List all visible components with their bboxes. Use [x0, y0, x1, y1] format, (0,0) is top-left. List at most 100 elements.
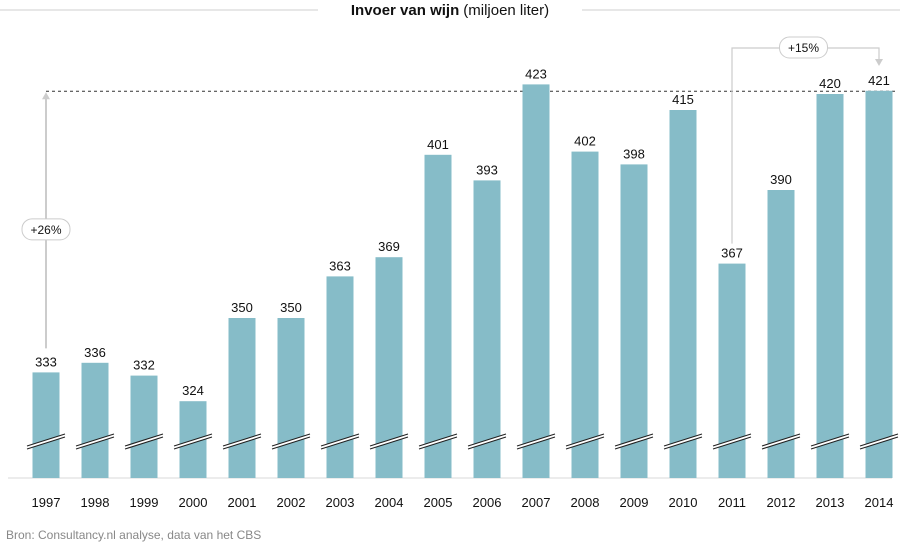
x-tick-label: 2013: [816, 495, 845, 510]
axis-break-gap: [27, 434, 65, 449]
axis-break-mark: [467, 433, 507, 447]
bar-group: 367 2011: [712, 246, 752, 510]
bar-value-label: 420: [819, 76, 841, 91]
axis-break-mark: [369, 433, 409, 447]
bar-group: 363 2003: [320, 258, 360, 510]
bar-value-label: 398: [623, 146, 645, 161]
axis-break-mark: [418, 436, 458, 450]
bar: [522, 84, 550, 479]
bar-group: 324 2000: [173, 383, 213, 510]
axis-break-mark: [712, 436, 752, 450]
axis-break-mark: [320, 436, 360, 450]
bar-group: 369 2004: [369, 239, 409, 510]
x-tick-label: 2000: [179, 495, 208, 510]
bar-group: 393 2006: [467, 162, 507, 510]
bar: [228, 318, 256, 478]
x-tick-label: 2009: [620, 495, 649, 510]
axis-break-gap: [713, 434, 751, 449]
bar: [277, 318, 305, 478]
growth-label: +15%: [788, 41, 819, 55]
bar-group: 333 1997: [26, 354, 66, 510]
axis-break-mark: [222, 433, 262, 447]
axis-break-mark: [271, 436, 311, 450]
bar-value-label: 324: [182, 383, 204, 398]
axis-break-mark: [222, 436, 262, 450]
bars-layer: 333 1997 336 1998 332 1999 324 2000 350 2001 350 20…: [26, 66, 899, 510]
axis-break-mark: [26, 433, 66, 447]
bar-group: 401 2005: [418, 137, 458, 510]
chart-title-unit: (miljoen liter): [463, 2, 549, 19]
axis-break-mark: [418, 433, 458, 447]
axis-break-mark: [320, 433, 360, 447]
axis-break-mark: [565, 433, 605, 447]
bar-value-label: 421: [868, 73, 890, 88]
axis-break-gap: [223, 434, 261, 449]
x-tick-label: 2001: [228, 495, 257, 510]
growth-label: +26%: [30, 223, 61, 237]
axis-break-mark: [124, 433, 164, 447]
annotation-layer: +26% +15%: [21, 36, 897, 349]
bar-group: 336 1998: [75, 345, 115, 510]
bar: [130, 375, 158, 478]
x-tick-label: 2005: [424, 495, 453, 510]
growth-label-pill: [21, 218, 71, 241]
axis-break-gap: [370, 434, 408, 449]
x-tick-label: 1997: [32, 495, 61, 510]
axis-break-mark: [75, 433, 115, 447]
x-tick-label: 2006: [473, 495, 502, 510]
bar: [816, 94, 844, 478]
axis-break-gap: [566, 434, 604, 449]
bar-value-label: 332: [133, 358, 155, 373]
bar-value-label: 350: [231, 300, 253, 315]
axis-break-gap: [174, 434, 212, 449]
bar: [32, 372, 60, 478]
axis-break-mark: [663, 433, 703, 447]
bar-group: 423 2007: [516, 66, 556, 510]
axis-break-mark: [761, 433, 801, 447]
axis-break-mark: [565, 436, 605, 450]
axis-break-mark: [810, 433, 850, 447]
bar-group: 402 2008: [565, 134, 605, 510]
x-tick-label: 2003: [326, 495, 355, 510]
axis-break-mark: [516, 433, 556, 447]
axis-break-mark: [173, 436, 213, 450]
bar-value-label: 390: [770, 172, 792, 187]
axis-break-mark: [173, 433, 213, 447]
bar-value-label: 402: [574, 134, 596, 149]
x-tick-label: 2007: [522, 495, 551, 510]
bar-group: 390 2012: [761, 172, 801, 510]
axis-break-gap: [860, 434, 898, 449]
bar-group: 420 2013: [810, 76, 850, 510]
bar-value-label: 350: [280, 300, 302, 315]
axis-break-mark: [75, 436, 115, 450]
axis-break-gap: [272, 434, 310, 449]
growth-bracket: [731, 47, 880, 244]
bar: [424, 154, 452, 479]
bar: [620, 164, 648, 478]
x-tick-label: 2014: [865, 495, 894, 510]
axis-break-mark: [369, 436, 409, 450]
axis-break-mark: [516, 436, 556, 450]
x-tick-label: 2012: [767, 495, 796, 510]
x-tick-label: 2008: [571, 495, 600, 510]
growth-bracket-arrowhead: [875, 59, 883, 66]
axis-break-mark: [26, 436, 66, 450]
bar: [767, 190, 795, 478]
bar: [669, 110, 697, 478]
axis-break-gap: [125, 434, 163, 449]
axis-break-mark: [712, 433, 752, 447]
axis-break-mark: [614, 436, 654, 450]
x-tick-label: 2004: [375, 495, 404, 510]
x-tick-label: 2002: [277, 495, 306, 510]
bar-value-label: 333: [35, 354, 57, 369]
axis-break-mark: [271, 433, 311, 447]
bar-value-label: 363: [329, 258, 351, 273]
bar-value-label: 415: [672, 92, 694, 107]
axis-break-mark: [124, 436, 164, 450]
axis-break-gap: [321, 434, 359, 449]
x-tick-label: 1999: [130, 495, 159, 510]
axis-break-gap: [76, 434, 114, 449]
axis-break-gap: [615, 434, 653, 449]
source-note: Bron: Consultancy.nl analyse, data van h…: [6, 528, 262, 542]
